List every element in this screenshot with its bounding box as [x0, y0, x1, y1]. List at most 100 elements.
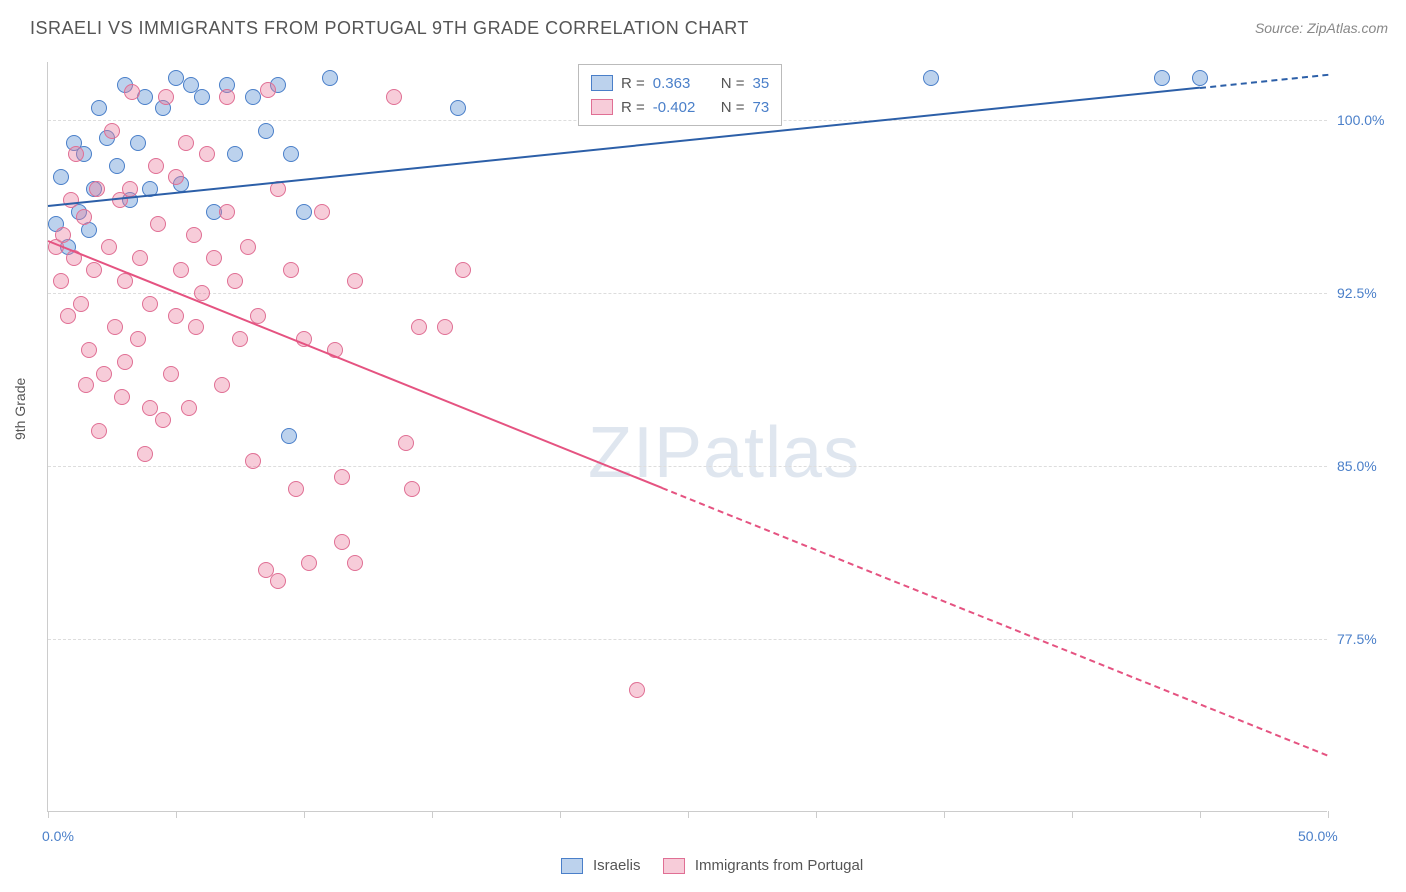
legend-swatch	[591, 75, 613, 91]
ytick-label: 100.0%	[1337, 112, 1397, 128]
xtick	[1328, 811, 1329, 818]
scatter-point	[232, 331, 248, 347]
scatter-point	[130, 331, 146, 347]
scatter-point	[178, 135, 194, 151]
scatter-point	[148, 158, 164, 174]
legend-label-portugal: Immigrants from Portugal	[695, 857, 863, 874]
legend-swatch-portugal	[663, 858, 685, 874]
chart-title: ISRAELI VS IMMIGRANTS FROM PORTUGAL 9TH …	[30, 18, 749, 39]
scatter-point	[114, 389, 130, 405]
xtick	[944, 811, 945, 818]
scatter-point	[150, 216, 166, 232]
gridline	[48, 466, 1327, 467]
scatter-point	[283, 262, 299, 278]
scatter-point	[122, 181, 138, 197]
y-axis-label: 9th Grade	[12, 378, 28, 440]
scatter-point	[240, 239, 256, 255]
scatter-point	[288, 481, 304, 497]
legend-swatch-israelis	[561, 858, 583, 874]
scatter-point	[117, 273, 133, 289]
scatter-point	[104, 123, 120, 139]
xtick	[48, 811, 49, 818]
scatter-point	[76, 209, 92, 225]
scatter-point	[437, 319, 453, 335]
r-label: R =	[621, 75, 645, 92]
stats-legend-row: R = -0.402N = 73	[591, 95, 769, 119]
scatter-point	[1192, 70, 1208, 86]
scatter-point	[81, 342, 97, 358]
scatter-point	[91, 100, 107, 116]
ytick-label: 85.0%	[1337, 458, 1397, 474]
scatter-point	[281, 428, 297, 444]
scatter-point	[53, 273, 69, 289]
scatter-point	[629, 682, 645, 698]
n-label: N =	[721, 75, 745, 92]
trend-line-extrapolated	[662, 487, 1328, 756]
scatter-point	[188, 319, 204, 335]
scatter-point	[283, 146, 299, 162]
scatter-point	[78, 377, 94, 393]
ytick-label: 92.5%	[1337, 285, 1397, 301]
scatter-point	[168, 169, 184, 185]
scatter-point	[117, 354, 133, 370]
scatter-point	[227, 146, 243, 162]
scatter-point	[181, 400, 197, 416]
scatter-point	[347, 273, 363, 289]
scatter-point	[109, 158, 125, 174]
stats-legend-row: R = 0.363N = 35	[591, 71, 769, 95]
scatter-point	[404, 481, 420, 497]
watermark: ZIPatlas	[588, 412, 860, 494]
scatter-point	[132, 250, 148, 266]
scatter-point	[219, 89, 235, 105]
scatter-point	[53, 169, 69, 185]
xtick	[688, 811, 689, 818]
scatter-point	[296, 204, 312, 220]
scatter-point	[68, 146, 84, 162]
scatter-point	[270, 573, 286, 589]
gridline	[48, 293, 1327, 294]
scatter-point	[186, 227, 202, 243]
xtick-label: 0.0%	[42, 828, 74, 844]
n-value: 35	[753, 75, 770, 92]
scatter-point	[60, 308, 76, 324]
xtick	[1200, 811, 1201, 818]
stats-legend: R = 0.363N = 35R = -0.402N = 73	[578, 64, 782, 126]
ytick-label: 77.5%	[1337, 631, 1397, 647]
bottom-legend: Israelis Immigrants from Portugal	[0, 857, 1406, 874]
r-value: -0.402	[653, 99, 713, 116]
scatter-point	[206, 250, 222, 266]
scatter-point	[258, 123, 274, 139]
xtick	[816, 811, 817, 818]
xtick	[304, 811, 305, 818]
scatter-point	[245, 453, 261, 469]
r-label: R =	[621, 99, 645, 116]
scatter-point	[63, 192, 79, 208]
gridline	[48, 639, 1327, 640]
scatter-point	[107, 319, 123, 335]
scatter-point	[142, 296, 158, 312]
scatter-point	[124, 84, 140, 100]
scatter-point	[386, 89, 402, 105]
plot-area: ZIPatlas 77.5%85.0%92.5%100.0%0.0%50.0%R…	[47, 62, 1327, 812]
scatter-point	[86, 262, 102, 278]
scatter-point	[91, 423, 107, 439]
scatter-point	[455, 262, 471, 278]
source-label: Source: ZipAtlas.com	[1255, 20, 1388, 36]
xtick	[560, 811, 561, 818]
scatter-point	[411, 319, 427, 335]
scatter-point	[334, 534, 350, 550]
trend-line-extrapolated	[1200, 74, 1328, 89]
scatter-point	[450, 100, 466, 116]
chart-container: ISRAELI VS IMMIGRANTS FROM PORTUGAL 9TH …	[0, 0, 1406, 892]
watermark-thin: atlas	[703, 413, 860, 493]
scatter-point	[89, 181, 105, 197]
scatter-point	[214, 377, 230, 393]
scatter-point	[923, 70, 939, 86]
scatter-point	[137, 446, 153, 462]
scatter-point	[199, 146, 215, 162]
scatter-point	[347, 555, 363, 571]
scatter-point	[194, 89, 210, 105]
xtick	[1072, 811, 1073, 818]
scatter-point	[81, 222, 97, 238]
scatter-point	[96, 366, 112, 382]
